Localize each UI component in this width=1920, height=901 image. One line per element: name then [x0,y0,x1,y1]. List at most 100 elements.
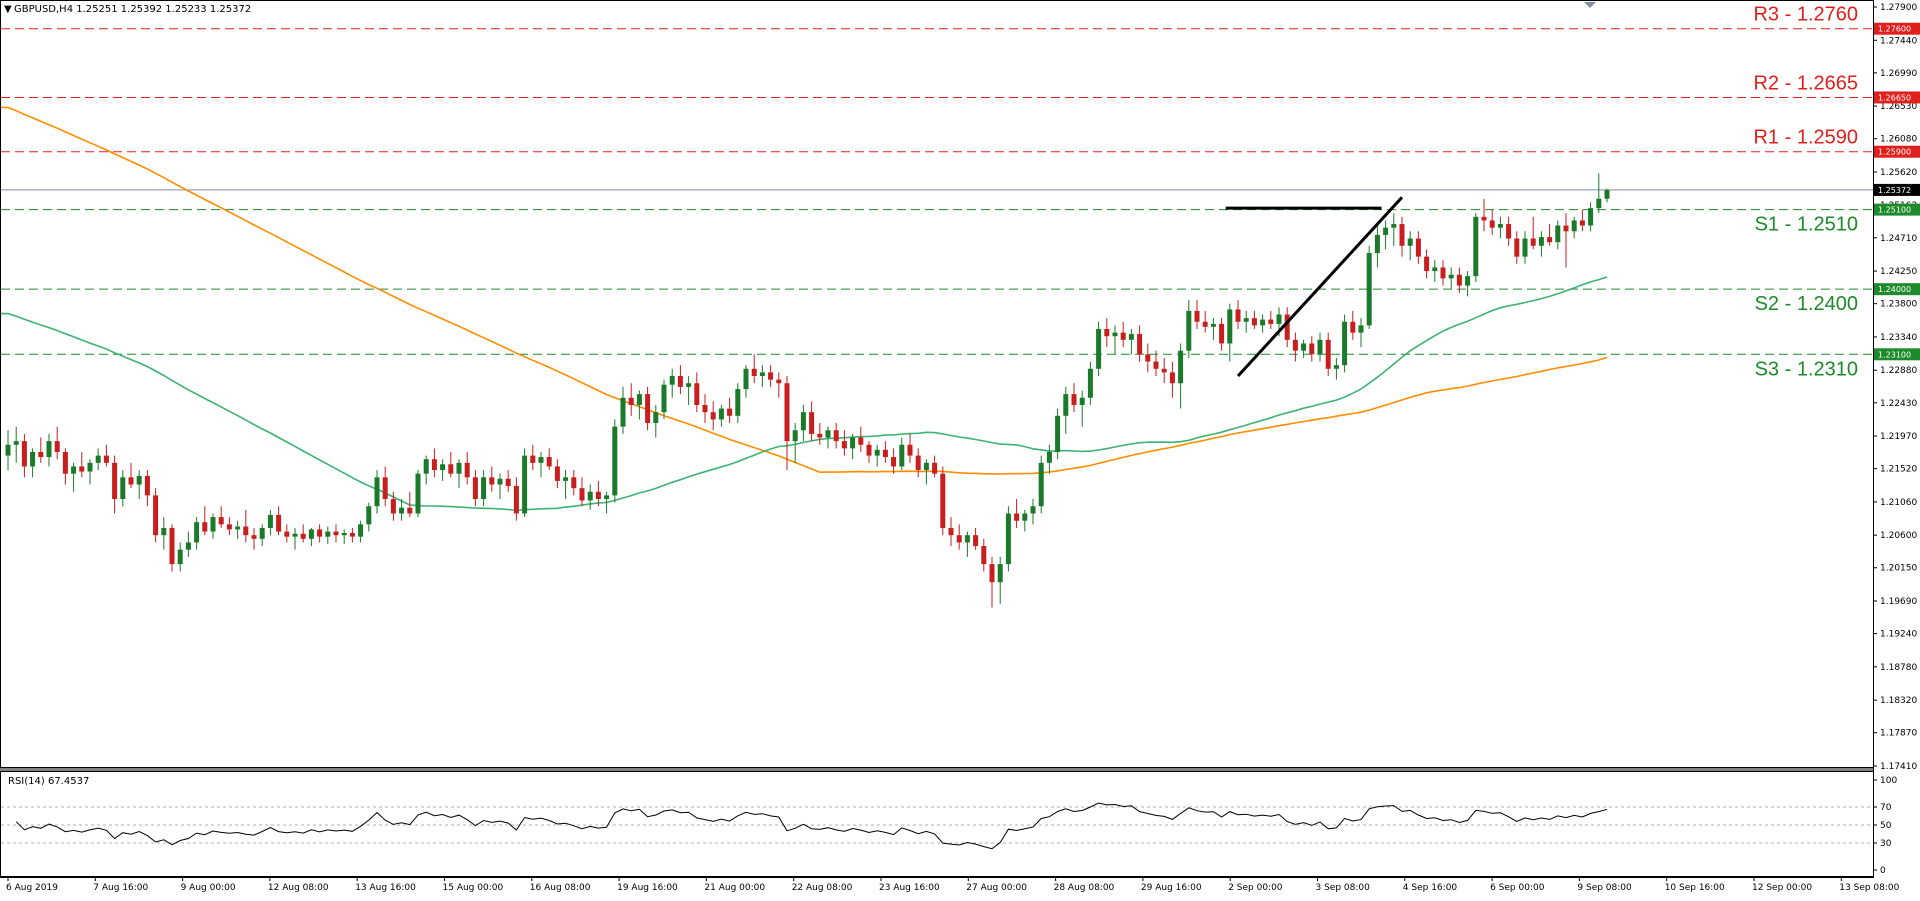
candle-body [120,477,126,500]
time-tick-label: 12 Aug 08:00 [268,883,329,893]
candle-body [1530,238,1536,246]
candle-body [54,441,60,452]
price-tick-label: 1.20150 [1880,564,1917,574]
rsi-tick-label: 70 [1880,803,1892,813]
candle-body [604,495,610,500]
time-tick-label: 21 Aug 00:00 [704,883,765,893]
candle-body [1555,225,1561,243]
candle-body [759,372,765,377]
candle-body [743,368,749,390]
candle-body [1407,238,1413,246]
level-label: S1 - 1.2510 [1755,214,1858,236]
candle-body [1489,220,1495,228]
price-tick-label: 1.21970 [1880,432,1917,442]
candle-body [169,527,175,565]
candle-body [932,462,938,474]
time-tick-label: 22 Aug 08:00 [792,883,853,893]
candle-body [1104,328,1110,337]
candle-body [522,455,528,514]
candle-body [374,477,380,507]
time-tick-label: 12 Sep 00:00 [1752,883,1812,893]
price-tick-label: 1.27440 [1880,36,1917,46]
time-tick-label: 19 Aug 16:00 [617,883,678,893]
candle-body [5,444,11,456]
rsi-panel-frame [0,771,1874,877]
candle-body [153,495,159,536]
rsi-tick-label: 30 [1880,839,1892,849]
candle-body [948,527,954,536]
candle-body [1333,365,1339,369]
collapse-arrow-icon[interactable]: ▼ [4,4,12,15]
candle-body [210,517,216,532]
candle-body [915,455,921,471]
ma-slow-line [1,106,1608,475]
symbol-info: GBPUSD,H4 1.25251 1.25392 1.25233 1.2537… [14,4,251,15]
price-tick-label: 1.26080 [1880,135,1917,145]
candle-body [1243,318,1249,322]
rsi-indicator: 100 70 50 30 0 [1,776,1897,876]
candle-body [1169,372,1175,384]
price-tick-label: 1.17410 [1880,762,1917,772]
level-label: R1 - 1.2590 [1753,127,1858,149]
price-tick-label: 1.21060 [1880,498,1917,508]
candle-body [1194,310,1200,322]
level-tag [1874,145,1920,158]
candle-body [587,491,593,501]
candle-body [1055,415,1061,452]
time-tick-label: 6 Aug 2019 [6,883,58,893]
candle-body [989,564,995,583]
candle-body [850,437,856,449]
time-tick-label: 29 Aug 16:00 [1141,883,1202,893]
price-axis: 1.27900 1.27440 1.26990 1.26530 1.26080 1.256… [1873,3,1917,772]
price-tick-label: 1.26530 [1880,102,1917,112]
candle-body [349,533,355,537]
candle-body [1350,321,1356,333]
candle-body [243,526,249,536]
price-tick-label: 1.19690 [1880,597,1917,607]
candle-body [1374,234,1380,254]
rsi-line [15,802,1608,850]
scroll-marker-icon[interactable] [1584,2,1596,8]
candle-body [46,441,52,458]
candle-body [1268,319,1274,324]
candle-body [218,517,224,525]
candle-body [964,535,970,543]
candle-body [718,408,724,420]
candle-body [1440,267,1446,279]
candle-body [612,426,618,496]
candle-body [1120,332,1126,340]
candle-body [1596,198,1602,209]
candle-body [538,457,544,463]
candle-body [792,430,798,442]
candle-body [1448,274,1454,279]
candle-body [776,379,782,384]
level-tag-text: 1.23100 [1878,350,1911,359]
candle-body [1415,238,1421,257]
candle-body [645,394,651,424]
candle-body [333,531,339,536]
candle-body [481,477,487,500]
candle-body [399,507,405,514]
candle-body [431,459,437,471]
trend-line[interactable] [1236,196,1404,378]
candle-body [563,477,569,481]
candle-body [1219,323,1225,344]
candle-body [636,394,642,405]
level-tag-text: 1.25900 [1878,148,1911,157]
level-tag-text: 1.25100 [1878,206,1911,215]
candle-body [1547,237,1553,243]
candle-body [1366,253,1372,326]
candle-body [899,444,905,467]
candle-body [1301,343,1307,351]
candle-body [661,384,667,413]
candle-body [686,383,692,387]
level-tag-text: 1.27600 [1878,25,1911,34]
candle-body [1063,394,1069,416]
candle-body [817,433,823,438]
candle-body [284,531,290,537]
rsi-label: RSI(14) 67.4537 [8,776,89,787]
candle-body [874,449,880,456]
candle-body [161,527,167,536]
candle-body [456,462,462,474]
